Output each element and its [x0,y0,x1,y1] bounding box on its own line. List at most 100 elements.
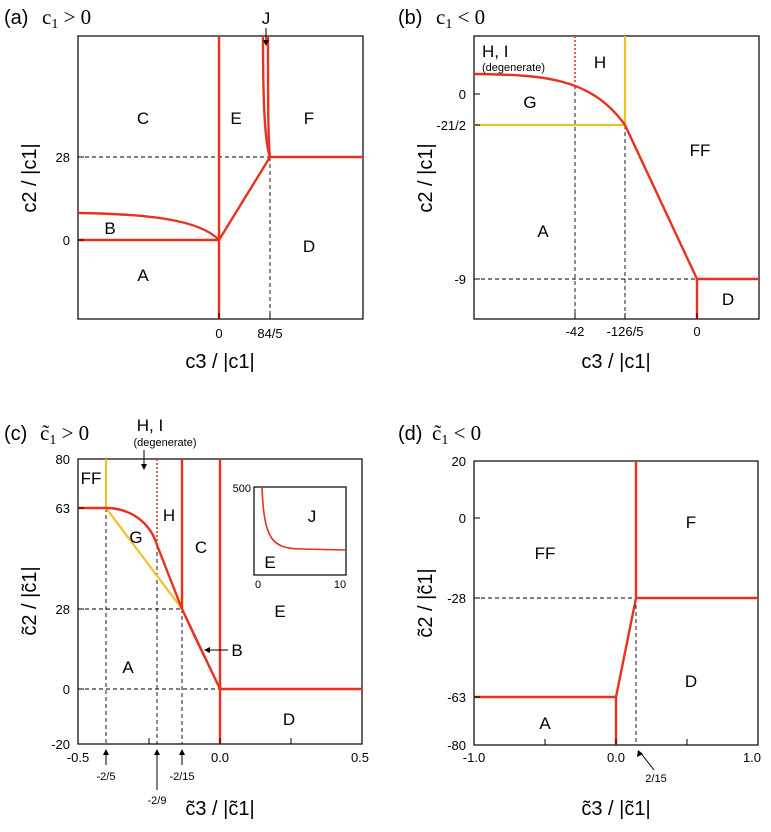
panel-c-region-e: E [274,602,285,621]
panel-c-ylabel: c̃2 / |c̃1| [19,566,41,635]
panel-a-boundary-j-right [266,35,272,158]
panel-a-region-c: C [137,109,149,128]
panel-a-ytick-label-0: 0 [63,233,70,248]
panel-a-frame [77,35,364,320]
panel-c-ytick-label-28: 28 [56,602,70,617]
panel-a-xtick-label-84-5: 84/5 [257,326,282,341]
panel-a-region-d: D [303,237,315,256]
panel-b-boundary-ff-a [623,124,699,280]
panel-a: (a) c1 > 0 0 84/5 28 0 C E F B A D J [4,5,364,373]
panel-c-hi-arrowhead [141,464,147,470]
panel-c-below-tick-2-9: -2/9 [148,795,167,807]
panel-d-ylabel: c̃2 / |c̃1| [415,568,437,637]
panel-d-xtick-label-1: 1.0 [743,750,761,765]
panel-c-arrowhead-2-9 [154,749,160,755]
panel-a-region-j: J [262,9,271,28]
panel-c-xtick-label-m05: -0.5 [67,750,89,765]
panel-c-region-g: G [129,528,142,547]
panel-c-arrowhead-2-15 [179,749,185,755]
panel-a-label: (a) [4,7,28,29]
panel-d-region-d: D [685,672,697,691]
panel-d-ytick-label-20: 20 [452,454,466,469]
panel-d-ytick-label-63: -63 [447,690,466,705]
panel-c-inset-region-e: E [264,553,275,572]
panel-d-condition: c̃1 < 0 [432,421,481,448]
panel-b-region-ff: FF [690,141,711,160]
panel-c: (c) c̃1 > 0 500 0 10 J E [4,416,369,820]
panel-b-label: (b) [398,7,422,29]
panel-b-region-hi: H, I [482,42,508,61]
panel-a-condition: c1 > 0 [42,5,91,32]
panel-d-ytick-label-28: -28 [447,591,466,606]
panel-a-region-b: B [104,219,115,238]
panel-c-ytick-label-20: -20 [51,737,70,752]
panel-b-xtick-label-126-5: -126/5 [607,324,644,339]
panel-b-ytick-label-21-2: -21/2 [436,118,466,133]
panel-d-ytick-label-80: -80 [447,738,466,753]
panel-a-region-e: E [230,109,241,128]
panel-d-below-tick-2-15: 2/15 [645,773,666,785]
panel-b-xlabel: c3 / |c1| [581,351,650,373]
panel-c-region-h: H [163,506,175,525]
panel-d-region-ff: FF [535,544,556,563]
panel-b: (b) c1 < 0 -42 -126/5 0 0 -21/2 -9 H, I … [398,5,760,373]
panel-c-region-hi: H, I [137,416,163,435]
panel-a-boundary-bc [77,211,220,241]
panel-b-ylabel: c2 / |c1| [415,143,437,212]
panel-d-ytick-label-0: 0 [459,511,466,526]
panel-c-inset-region-j: J [308,507,317,526]
panel-c-label: (c) [4,423,27,445]
panel-b-region-h: H [594,53,606,72]
panel-c-ytick-label-0: 0 [63,682,70,697]
panel-a-xtick-label-0: 0 [215,326,222,341]
panel-c-arrowhead-2-5 [103,749,109,755]
panel-b-region-d: D [722,290,734,309]
panel-c-ytick-label-80: 80 [56,452,70,467]
panel-b-ytick-label-9: -9 [454,272,466,287]
panel-c-b-arrowhead [204,647,210,653]
panel-c-region-hi-note: (degenerate) [134,437,197,449]
panel-d: (d) c̃1 < 0 20 0 -28 -63 -80 -1.0 0.0 1.… [398,421,761,820]
panel-c-region-d: D [283,710,295,729]
panel-c-xlabel: c̃3 / |c̃1| [185,798,254,820]
panel-c-inset-ytick-500: 500 [233,483,251,495]
panel-b-region-hi-note: (degenerate) [482,62,545,74]
panel-d-label: (d) [398,423,422,445]
panel-c-condition: c̃1 > 0 [40,421,89,448]
panel-b-xtick-label-42: -42 [566,324,585,339]
panel-a-boundary-ed [217,156,272,241]
panel-d-region-f: F [686,513,696,532]
panel-d-arrow-2-15 [639,751,655,771]
panel-d-xtick-label-0: 0.0 [607,750,625,765]
panel-c-inset-xtick-0: 0 [255,579,261,591]
panel-d-boundary-ff-d [614,597,638,698]
panel-b-frame [473,35,760,320]
panel-c-inset-boundary [261,486,347,551]
panel-c-boundary-b-curve [181,608,221,690]
panel-d-region-a: A [539,714,551,733]
panel-c-below-tick-2-5: -2/5 [97,771,116,783]
panel-b-ytick-label-0: 0 [459,87,466,102]
panel-b-region-g: G [523,93,536,112]
panel-c-region-c: C [195,538,207,557]
panel-b-condition: c1 < 0 [436,5,485,32]
panel-a-ytick-label-28: 28 [56,150,70,165]
panel-a-j-arrowhead [263,40,269,46]
panel-a-xlabel: c3 / |c1| [185,351,254,373]
panel-b-xtick-label-0: 0 [693,324,700,339]
panel-b-boundary-gh [473,72,626,126]
panel-c-boundary-g-curve [78,506,222,690]
panel-c-xtick-label-0: 0.0 [211,750,229,765]
panel-c-inset-frame [253,486,347,576]
panel-b-region-a: A [537,222,549,241]
panel-c-inset-xtick-10: 10 [334,579,346,591]
panel-a-ylabel: c2 / |c1| [19,143,41,212]
panel-c-below-tick-2-15: -2/15 [169,771,194,783]
panel-c-ytick-label-63: 63 [56,501,70,516]
panel-d-xtick-label-m1: -1.0 [463,750,485,765]
panel-a-region-a: A [137,266,149,285]
panel-d-arrowhead-2-15 [637,750,643,757]
panel-c-region-b: B [231,641,242,660]
panel-c-xtick-label-05: 0.5 [351,750,369,765]
